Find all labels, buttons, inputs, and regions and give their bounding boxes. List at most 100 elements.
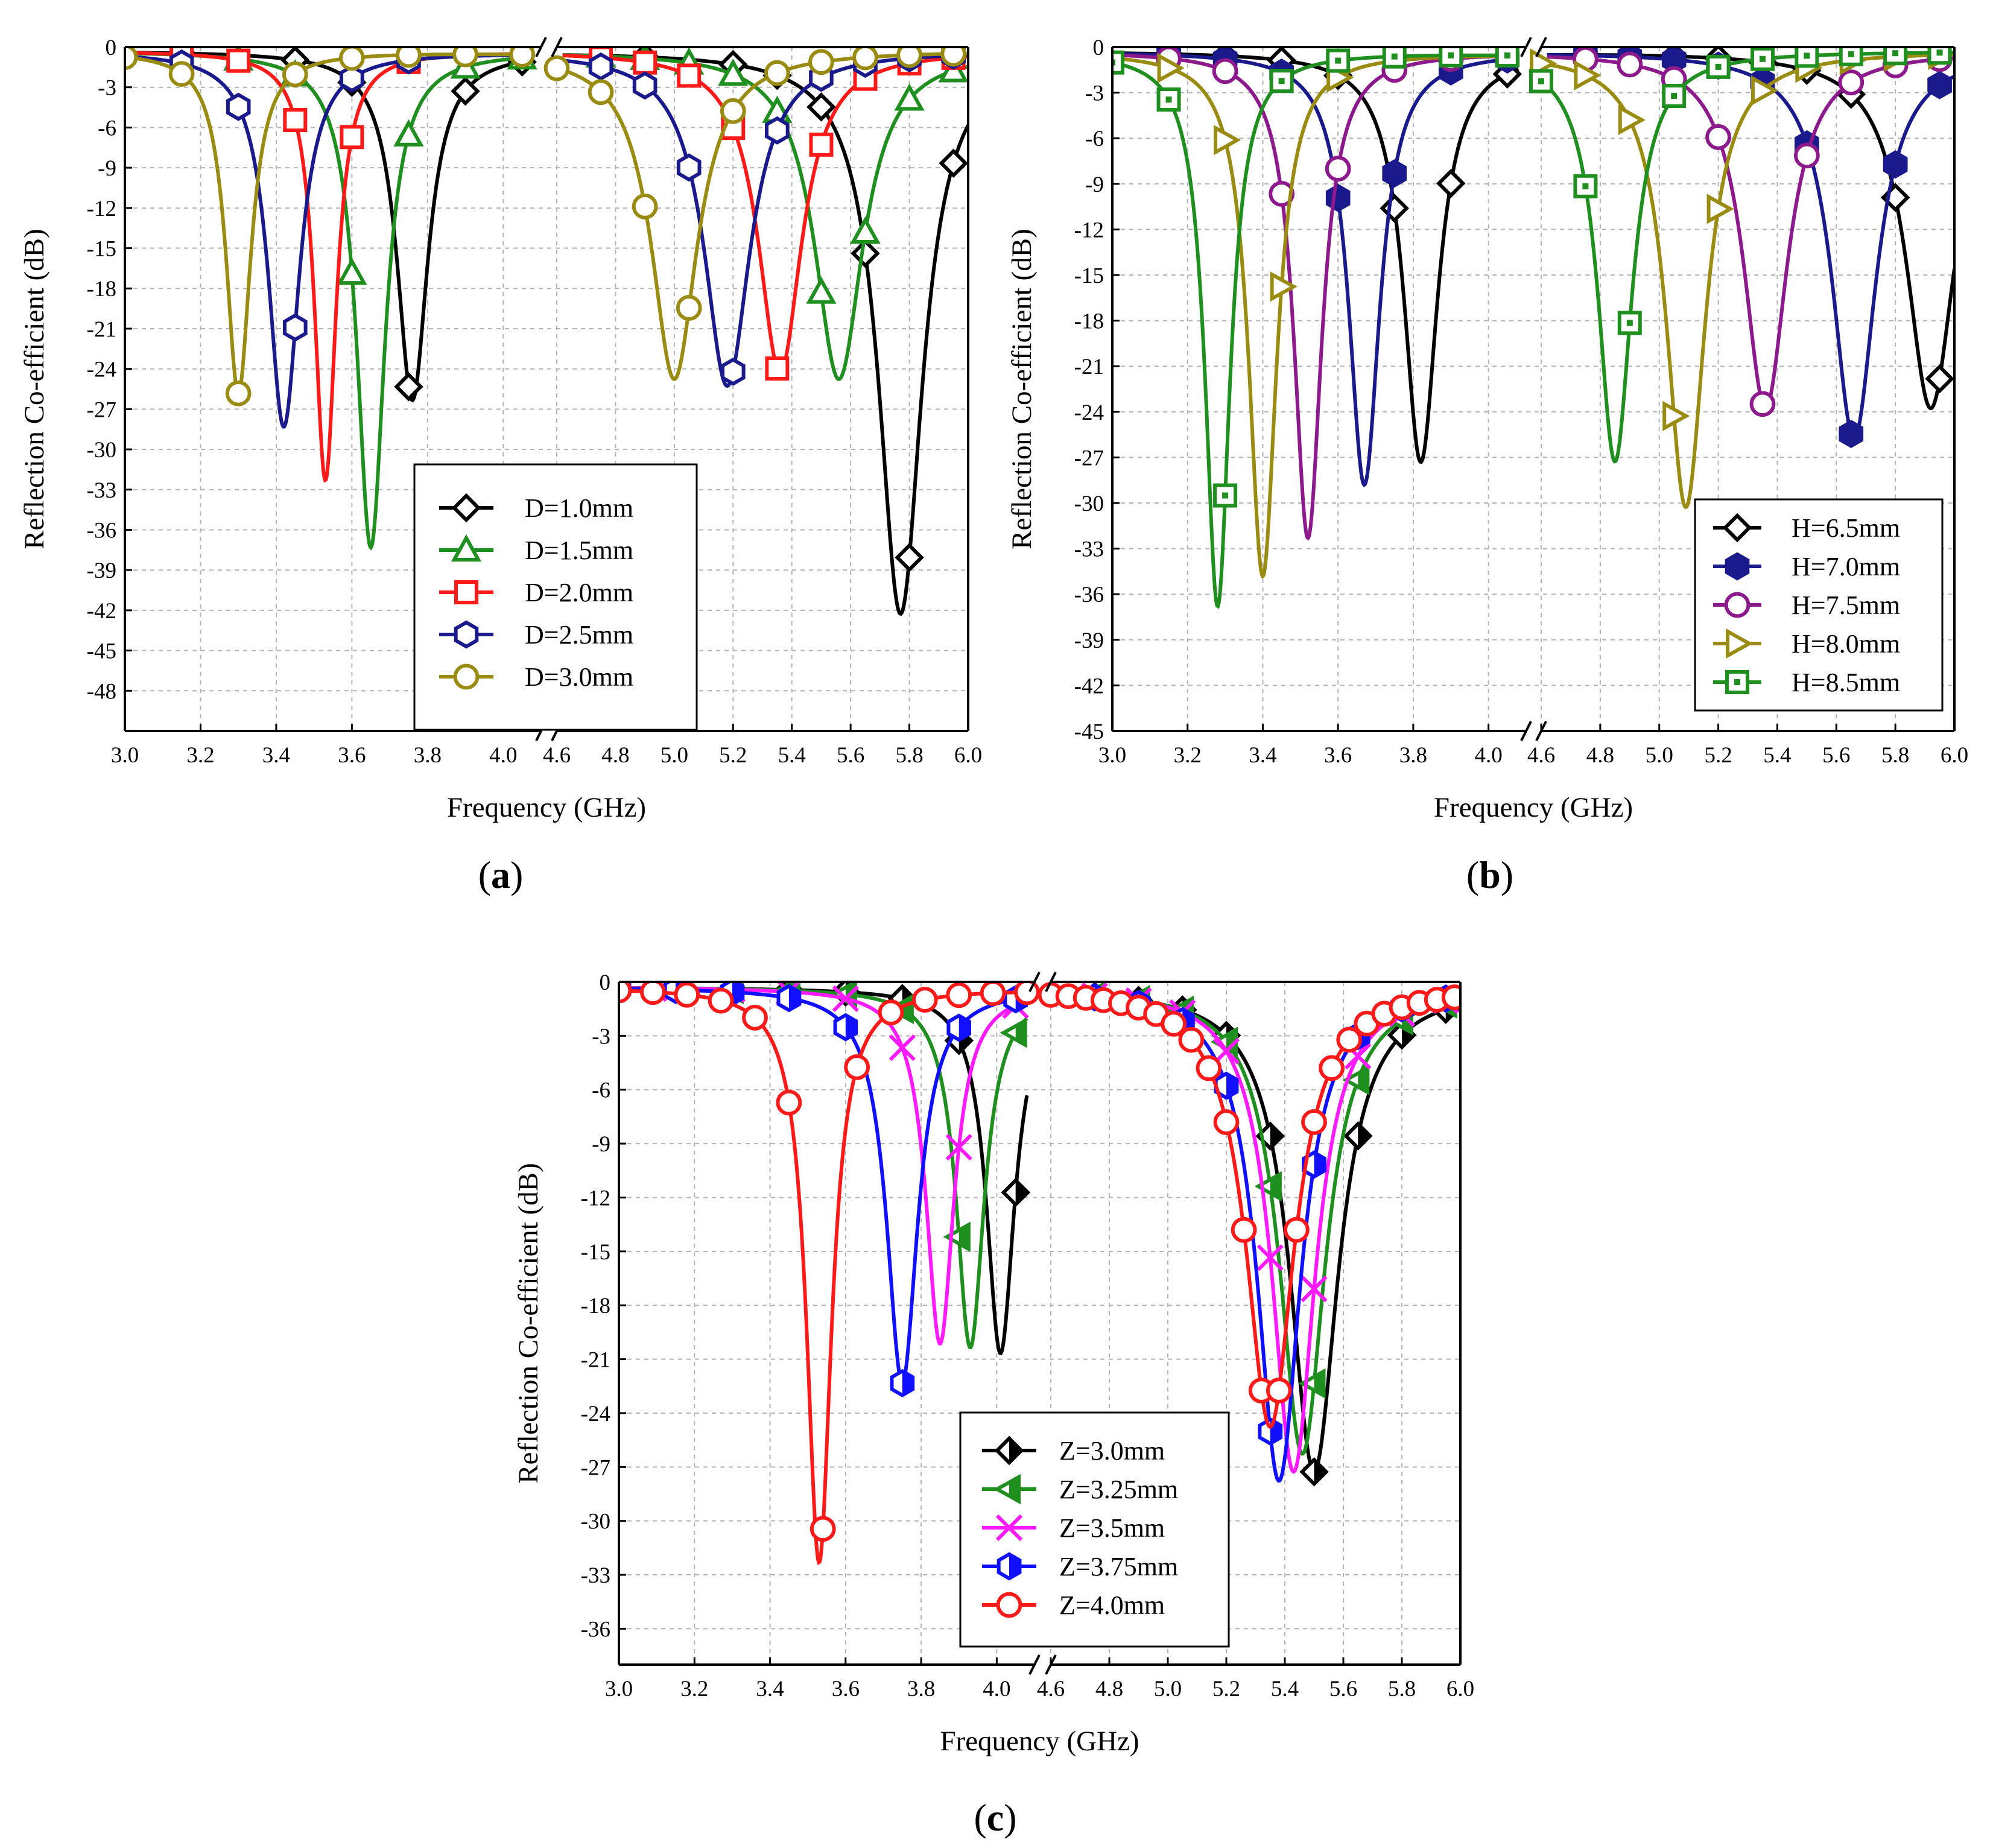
legend-label: D=3.0mm bbox=[525, 662, 633, 692]
data-point bbox=[1270, 271, 1298, 302]
data-point-dot bbox=[1448, 52, 1454, 59]
x-tick-label: 3.2 bbox=[186, 743, 214, 768]
data-point bbox=[765, 116, 790, 145]
data-point bbox=[940, 47, 967, 67]
data-point-fill bbox=[1314, 1150, 1326, 1179]
data-point-dot bbox=[1715, 63, 1722, 70]
data-point bbox=[283, 108, 308, 133]
caption-b: (b) bbox=[1466, 853, 1513, 896]
data-point-dot bbox=[1335, 57, 1342, 64]
x-tick-label: 5.8 bbox=[895, 743, 923, 768]
x-axis-label: Frequency (GHz) bbox=[1434, 792, 1633, 823]
data-point bbox=[1345, 1043, 1372, 1070]
data-point bbox=[895, 543, 924, 572]
y-tick-label: -27 bbox=[581, 1455, 610, 1480]
data-point-fill bbox=[1358, 1065, 1370, 1095]
legend-entry: D=1.5mm bbox=[439, 534, 633, 565]
data-point bbox=[1284, 1217, 1310, 1243]
panel-c-chart: 0 -3 -6 -9 -12 -15 -18 -21 -24 -27 -30 -33 -36 3.0 3.2… bbox=[513, 970, 1474, 1757]
data-point-dot bbox=[1165, 97, 1172, 103]
series-D=3.0mm bbox=[125, 47, 968, 407]
x-tick-label: 3.2 bbox=[1174, 743, 1202, 768]
legend-entry: D=2.5mm bbox=[439, 620, 633, 650]
data-point bbox=[1301, 1275, 1328, 1303]
data-point bbox=[393, 119, 424, 147]
data-point-fill bbox=[902, 1369, 915, 1397]
y-tick-label: -33 bbox=[1074, 537, 1104, 562]
legend-marker bbox=[1722, 513, 1752, 543]
data-point bbox=[168, 61, 195, 87]
data-point bbox=[283, 313, 308, 342]
data-point bbox=[337, 257, 367, 285]
data-point bbox=[765, 356, 790, 381]
x-tick-label: 3.8 bbox=[414, 743, 442, 768]
legend-entry: D=1.0mm bbox=[439, 493, 633, 523]
legend-entry: Z=3.75mm bbox=[982, 1552, 1178, 1581]
data-point bbox=[1574, 60, 1602, 91]
data-point bbox=[1382, 159, 1407, 188]
y-tick-label: 0 bbox=[1093, 36, 1104, 60]
caption-a-letter: a bbox=[491, 853, 510, 896]
data-point bbox=[939, 148, 968, 178]
y-tick-label: -27 bbox=[1074, 446, 1104, 470]
series-H=7.5mm bbox=[1112, 47, 1954, 541]
data-point bbox=[894, 83, 925, 111]
legend-marker bbox=[453, 663, 480, 690]
x-tick-label: 3.2 bbox=[680, 1677, 708, 1701]
x-tick-label: 5.0 bbox=[1154, 1677, 1182, 1701]
data-point-dot bbox=[1222, 492, 1229, 499]
data-point bbox=[1927, 71, 1952, 100]
axes: 0 -3 -6 -9 -12 -15 -18 -21 -24 -27 -30 -33 -36 -39 -42… bbox=[1074, 36, 1968, 768]
data-point bbox=[1618, 104, 1646, 136]
data-point bbox=[588, 79, 614, 106]
data-point bbox=[394, 372, 423, 402]
legend-marker bbox=[451, 534, 482, 562]
series-Z=3.25mm bbox=[619, 982, 1460, 1456]
data-point bbox=[225, 380, 252, 407]
data-point bbox=[806, 276, 837, 304]
y-tick-label: -3 bbox=[592, 1024, 610, 1049]
y-tick-label: -15 bbox=[581, 1240, 610, 1265]
axes: 0 -3 -6 -9 -12 -15 -18 -21 -24 -27 -30 -33 -36 -39 -42… bbox=[87, 36, 982, 768]
y-tick-label: -36 bbox=[581, 1617, 610, 1642]
data-point bbox=[1705, 124, 1731, 150]
x-tick-label: 3.4 bbox=[262, 743, 290, 768]
data-point bbox=[338, 47, 365, 71]
legend-marker-fill bbox=[1009, 1436, 1024, 1465]
data-point bbox=[676, 295, 702, 321]
y-tick-label: -33 bbox=[581, 1563, 610, 1588]
data-point bbox=[720, 98, 746, 124]
series-H=8.5mm bbox=[1112, 47, 1954, 609]
caption-c: (c) bbox=[974, 1796, 1016, 1839]
data-point bbox=[1212, 1037, 1240, 1065]
y-tick-label: -12 bbox=[87, 197, 116, 221]
axis-break-mark bbox=[1520, 37, 1532, 57]
series-line bbox=[125, 51, 534, 483]
x-tick-label: 4.0 bbox=[1475, 743, 1503, 768]
y-axis-label: Reflection Co-efficient (dB) bbox=[513, 1163, 544, 1484]
data-point-dot bbox=[1112, 59, 1115, 66]
data-point bbox=[1112, 50, 1124, 75]
legend-label: Z=3.0mm bbox=[1059, 1436, 1165, 1466]
y-tick-label: -27 bbox=[87, 397, 116, 422]
data-point bbox=[1325, 183, 1351, 212]
legend-label: H=6.5mm bbox=[1792, 513, 1900, 543]
axis-break-mark bbox=[1520, 721, 1532, 741]
x-tick-label: 4.6 bbox=[543, 743, 571, 768]
data-point-dot bbox=[1671, 93, 1678, 100]
data-point-fill bbox=[1270, 1121, 1285, 1151]
x-tick-label: 5.4 bbox=[1271, 1677, 1299, 1701]
x-tick-label: 3.4 bbox=[1249, 743, 1276, 768]
data-point bbox=[911, 987, 938, 1013]
legend-marker bbox=[1725, 552, 1750, 581]
data-point bbox=[1793, 142, 1820, 169]
legend-entry: H=7.0mm bbox=[1713, 552, 1900, 581]
x-tick-label: 4.8 bbox=[601, 743, 629, 768]
data-point-fill bbox=[958, 1222, 971, 1252]
data-point bbox=[1161, 1011, 1187, 1037]
data-point bbox=[1838, 69, 1865, 96]
legend-label: D=2.5mm bbox=[525, 620, 633, 650]
x-tick-label: 5.4 bbox=[778, 743, 806, 768]
data-point-fill bbox=[788, 984, 802, 1013]
x-tick-label: 4.8 bbox=[1095, 1677, 1123, 1701]
